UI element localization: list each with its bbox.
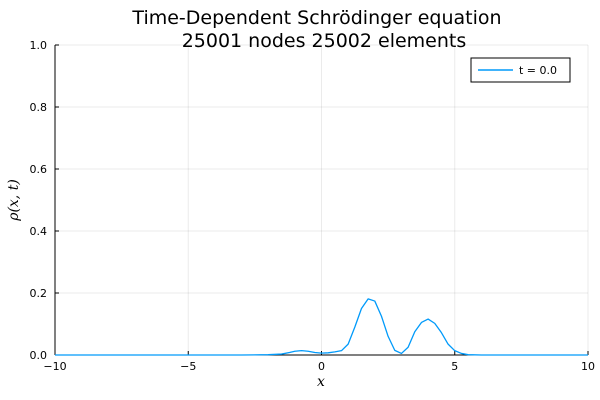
x-tick-label: −10 (43, 360, 66, 373)
y-tick-label: 0.8 (30, 101, 48, 114)
x-tick-label: 0 (318, 360, 325, 373)
x-axis-label: x (317, 374, 325, 390)
series-line (55, 298, 588, 356)
series-layer (55, 298, 588, 356)
y-tick-label: 1.0 (30, 39, 48, 52)
chart-title-line-2: 25001 nodes 25002 elements (182, 30, 467, 52)
chart-title-line-1: Time-Dependent Schrödinger equation (131, 7, 501, 29)
legend-label: t = 0.0 (519, 64, 557, 77)
tick-labels: −10 −5 0 5 10 0.0 0.2 0.4 0.6 0.8 1.0 (30, 39, 596, 373)
y-tick-label: 0.4 (30, 225, 48, 238)
x-tick-label: 10 (581, 360, 595, 373)
y-tick-label: 0.6 (30, 163, 48, 176)
grid (54, 44, 589, 356)
y-tick-label: 0.0 (30, 349, 48, 362)
x-tick-label: 5 (451, 360, 458, 373)
y-axis-label: ρ(x, t) (6, 179, 22, 222)
x-tick-label: −5 (180, 360, 196, 373)
legend: t = 0.0 (470, 57, 571, 83)
y-tick-label: 0.2 (30, 287, 48, 300)
